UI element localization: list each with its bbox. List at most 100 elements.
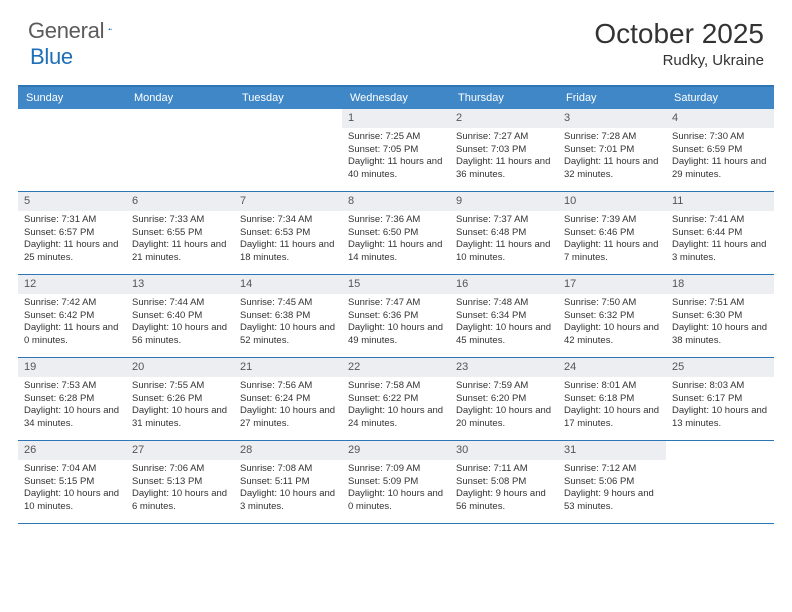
sunrise-line: Sunrise: 7:39 AM <box>564 214 660 227</box>
sunset-line: Sunset: 6:42 PM <box>24 310 120 323</box>
sunrise-line: Sunrise: 7:58 AM <box>348 380 444 393</box>
sunrise-line: Sunrise: 7:59 AM <box>456 380 552 393</box>
sunrise-line: Sunrise: 7:47 AM <box>348 297 444 310</box>
calendar-cell: 6Sunrise: 7:33 AMSunset: 6:55 PMDaylight… <box>126 192 234 274</box>
sunset-line: Sunset: 6:46 PM <box>564 227 660 240</box>
daylight-line: Daylight: 9 hours and 56 minutes. <box>456 488 552 514</box>
sunset-line: Sunset: 6:24 PM <box>240 393 336 406</box>
sunrise-line: Sunrise: 7:36 AM <box>348 214 444 227</box>
calendar-cell: 25 Sunrise: 8:03 AMSunset: 6:17 PMDayligh… <box>666 358 774 440</box>
day-number: 25 <box>666 358 774 377</box>
week-row: 5Sunrise: 7:31 AMSunset: 6:57 PMDaylight… <box>18 192 774 275</box>
sunset-line: Sunset: 7:03 PM <box>456 144 552 157</box>
daylight-line: Daylight: 10 hours and 13 minutes. <box>672 405 768 431</box>
sunrise-line: Sunrise: 7:06 AM <box>132 463 228 476</box>
calendar-cell-empty <box>126 109 234 191</box>
day-number: 4 <box>666 109 774 128</box>
day-number: 31 <box>558 441 666 460</box>
daylight-line: Daylight: 10 hours and 20 minutes. <box>456 405 552 431</box>
daylight-line: Daylight: 10 hours and 49 minutes. <box>348 322 444 348</box>
daylight-line: Daylight: 11 hours and 10 minutes. <box>456 239 552 265</box>
sunset-line: Sunset: 6:17 PM <box>672 393 768 406</box>
sunrise-line: Sunrise: 7:41 AM <box>672 214 768 227</box>
sunset-line: Sunset: 6:38 PM <box>240 310 336 323</box>
calendar-cell: 2Sunrise: 7:27 AMSunset: 7:03 PMDaylight… <box>450 109 558 191</box>
logo-text-blue: Blue <box>30 44 73 69</box>
day-number: 22 <box>342 358 450 377</box>
day-header-friday: Friday <box>558 87 666 109</box>
day-number: 9 <box>450 192 558 211</box>
daylight-line: Daylight: 10 hours and 6 minutes. <box>132 488 228 514</box>
sunset-line: Sunset: 6:28 PM <box>24 393 120 406</box>
sunrise-line: Sunrise: 7:51 AM <box>672 297 768 310</box>
calendar-cell-empty <box>234 109 342 191</box>
sunset-line: Sunset: 6:57 PM <box>24 227 120 240</box>
sunrise-line: Sunrise: 7:56 AM <box>240 380 336 393</box>
calendar-cell: 3Sunrise: 7:28 AMSunset: 7:01 PMDaylight… <box>558 109 666 191</box>
daylight-line: Daylight: 11 hours and 14 minutes. <box>348 239 444 265</box>
calendar-cell: 17Sunrise: 7:50 AMSunset: 6:32 PMDayligh… <box>558 275 666 357</box>
calendar-cell: 21Sunrise: 7:56 AMSunset: 6:24 PMDayligh… <box>234 358 342 440</box>
day-header-thursday: Thursday <box>450 87 558 109</box>
daylight-line: Daylight: 10 hours and 10 minutes. <box>24 488 120 514</box>
daylight-line: Daylight: 10 hours and 27 minutes. <box>240 405 336 431</box>
sunrise-line: Sunrise: 7:55 AM <box>132 380 228 393</box>
sunset-line: Sunset: 6:55 PM <box>132 227 228 240</box>
daylight-line: Daylight: 10 hours and 34 minutes. <box>24 405 120 431</box>
daylight-line: Daylight: 10 hours and 45 minutes. <box>456 322 552 348</box>
calendar-cell: 18Sunrise: 7:51 AMSunset: 6:30 PMDayligh… <box>666 275 774 357</box>
day-number: 30 <box>450 441 558 460</box>
sunset-line: Sunset: 6:20 PM <box>456 393 552 406</box>
calendar-cell: 26 Sunrise: 7:04 AMSunset: 5:15 PMDayligh… <box>18 441 126 523</box>
calendar-cell: 28Sunrise: 7:08 AMSunset: 5:11 PMDayligh… <box>234 441 342 523</box>
sunset-line: Sunset: 5:13 PM <box>132 476 228 489</box>
week-row: 26Sunrise: 7:04 AMSunset: 5:15 PMDayligh… <box>18 441 774 524</box>
sunrise-line: Sunrise: 7:53 AM <box>24 380 120 393</box>
calendar-cell: 7Sunrise: 7:34 AMSunset: 6:53 PMDaylight… <box>234 192 342 274</box>
week-row: 1Sunrise: 7:25 AMSunset: 7:05 PMDaylight… <box>18 109 774 192</box>
daylight-line: Daylight: 11 hours and 21 minutes. <box>132 239 228 265</box>
sunset-line: Sunset: 5:08 PM <box>456 476 552 489</box>
daylight-line: Daylight: 11 hours and 40 minutes. <box>348 156 444 182</box>
day-number: 3 <box>558 109 666 128</box>
calendar-cell: 8Sunrise: 7:36 AMSunset: 6:50 PMDaylight… <box>342 192 450 274</box>
daylight-line: Daylight: 11 hours and 7 minutes. <box>564 239 660 265</box>
calendar-cell: 24Sunrise: 8:01 AMSunset: 6:18 PMDayligh… <box>558 358 666 440</box>
calendar-cell: 29Sunrise: 7:09 AMSunset: 5:09 PMDayligh… <box>342 441 450 523</box>
calendar-cell: 12Sunrise: 7:42 AMSunset: 6:42 PMDayligh… <box>18 275 126 357</box>
calendar-cell: 31Sunrise: 7:12 AMSunset: 5:06 PMDayligh… <box>558 441 666 523</box>
daylight-line: Daylight: 10 hours and 42 minutes. <box>564 322 660 348</box>
logo-text-general: General <box>28 18 104 44</box>
day-number: 15 <box>342 275 450 294</box>
day-number: 26 <box>18 441 126 460</box>
day-number: 23 <box>450 358 558 377</box>
day-number: 27 <box>126 441 234 460</box>
day-number: 7 <box>234 192 342 211</box>
day-number: 8 <box>342 192 450 211</box>
calendar-cell: 1Sunrise: 7:25 AMSunset: 7:05 PMDaylight… <box>342 109 450 191</box>
sunrise-line: Sunrise: 8:03 AM <box>672 380 768 393</box>
sunset-line: Sunset: 6:30 PM <box>672 310 768 323</box>
calendar: SundayMondayTuesdayWednesdayThursdayFrid… <box>18 85 774 524</box>
sunset-line: Sunset: 6:48 PM <box>456 227 552 240</box>
sunrise-line: Sunrise: 7:04 AM <box>24 463 120 476</box>
day-header-row: SundayMondayTuesdayWednesdayThursdayFrid… <box>18 87 774 109</box>
sunrise-line: Sunrise: 7:33 AM <box>132 214 228 227</box>
day-number: 29 <box>342 441 450 460</box>
daylight-line: Daylight: 11 hours and 18 minutes. <box>240 239 336 265</box>
sunset-line: Sunset: 6:44 PM <box>672 227 768 240</box>
logo: General <box>28 18 132 44</box>
title-block: October 2025 Rudky, Ukraine <box>594 18 764 69</box>
day-header-wednesday: Wednesday <box>342 87 450 109</box>
day-header-saturday: Saturday <box>666 87 774 109</box>
daylight-line: Daylight: 10 hours and 24 minutes. <box>348 405 444 431</box>
sunrise-line: Sunrise: 7:34 AM <box>240 214 336 227</box>
day-number: 19 <box>18 358 126 377</box>
calendar-cell: 15Sunrise: 7:47 AMSunset: 6:36 PMDayligh… <box>342 275 450 357</box>
calendar-cell: 14Sunrise: 7:45 AMSunset: 6:38 PMDayligh… <box>234 275 342 357</box>
sunset-line: Sunset: 6:34 PM <box>456 310 552 323</box>
sunset-line: Sunset: 5:15 PM <box>24 476 120 489</box>
day-number: 28 <box>234 441 342 460</box>
calendar-cell: 5Sunrise: 7:31 AMSunset: 6:57 PMDaylight… <box>18 192 126 274</box>
logo-blue-row: Blue <box>30 44 73 70</box>
